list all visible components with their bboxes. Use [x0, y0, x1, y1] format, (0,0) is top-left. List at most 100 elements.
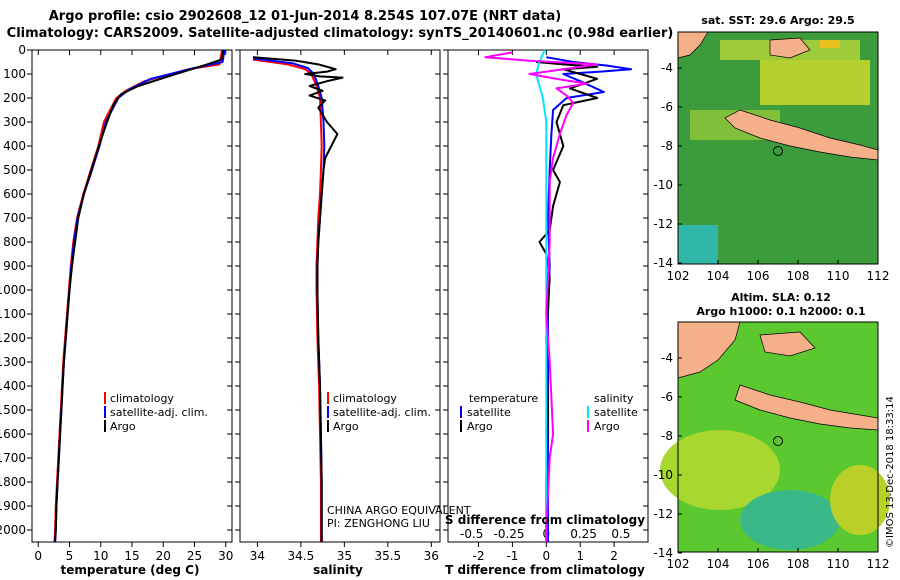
- s-tick-label: -0.5: [460, 527, 483, 541]
- map-y-tick-label: -8: [661, 139, 673, 153]
- sst-hot-spot: [820, 40, 840, 48]
- x-tick-label: 15: [124, 549, 139, 563]
- y-tick-label: 1800: [0, 475, 26, 489]
- y-tick-label: 300: [3, 115, 26, 129]
- s-tick-label: -0.25: [493, 527, 524, 541]
- sst-map-frame: [677, 31, 879, 265]
- diff-legend-s-satellite-label: satellite: [594, 406, 638, 419]
- y-tick-label: 1000: [0, 283, 26, 297]
- sal-legend-climatology-label: climatology: [333, 392, 397, 405]
- x-tick-label: 0: [542, 549, 550, 563]
- temperature-plot-frame: [31, 49, 233, 543]
- map-y-tick-label: -12: [653, 507, 673, 521]
- map-x-tick-label: 102: [667, 269, 690, 283]
- x-tick-label: 25: [187, 549, 202, 563]
- y-tick-label: 2000: [0, 523, 26, 537]
- y-tick-label: 800: [3, 235, 26, 249]
- temperature-xlabel: temperature (deg C): [61, 563, 200, 577]
- series-line-s-satellite: [535, 49, 548, 542]
- series-line-climatology: [252, 58, 323, 542]
- y-tick-label: 1100: [0, 307, 26, 321]
- series-line-climatology: [53, 49, 223, 543]
- x-tick-label: -1: [506, 549, 518, 563]
- map-x-tick-label: 112: [867, 269, 890, 283]
- s-tick-label: 0.25: [570, 527, 597, 541]
- sla-map: Altim. SLA: 0.12 Argo h1000: 0.1 h2000: …: [653, 291, 890, 571]
- map-y-tick-label: -12: [653, 217, 673, 231]
- difference-legend: temperature satellite Argo salinity sate…: [460, 392, 638, 433]
- sal-legend-argo-label: Argo: [333, 420, 359, 433]
- imos-credit: ©IMOS 13-Dec-2018 18:33:14: [885, 396, 896, 548]
- map-y-tick-label: -4: [661, 351, 673, 365]
- x-tick-label: 2: [610, 549, 618, 563]
- map-x-tick-label: 108: [787, 269, 810, 283]
- diff-legend-salinity-title: salinity: [594, 392, 634, 405]
- map-x-tick-label: 110: [827, 557, 850, 571]
- y-tick-label: 1500: [0, 403, 26, 417]
- map-x-tick-label: 102: [667, 557, 690, 571]
- x-tick-label: 36: [424, 549, 439, 563]
- map-y-tick-label: -6: [661, 390, 673, 404]
- map-x-tick-label: 108: [787, 557, 810, 571]
- legend-climatology-label: climatology: [110, 392, 174, 405]
- sla-east-high: [830, 465, 890, 535]
- legend-satellite-label: satellite-adj. clim.: [110, 406, 208, 419]
- x-tick-label: 34.5: [288, 549, 315, 563]
- map-x-tick-label: 106: [747, 269, 770, 283]
- sst-cool-corner: [678, 225, 718, 264]
- sla-land-island: [759, 331, 816, 357]
- y-tick-label: 900: [3, 259, 26, 273]
- legend-argo-label: Argo: [110, 420, 136, 433]
- y-tick-label: 700: [3, 211, 26, 225]
- y-tick-label: 100: [3, 67, 26, 81]
- series-line-t-argo: [536, 61, 599, 542]
- header-line2: Climatology: CARS2009. Satellite-adjuste…: [7, 26, 674, 41]
- temperature-panel: 0100200300400500600700800900100011001200…: [0, 43, 233, 563]
- map-y-tick-label: -10: [653, 178, 673, 192]
- salinity-legend: climatology satellite-adj. clim. Argo: [327, 392, 431, 433]
- y-tick-label: 0: [18, 43, 26, 57]
- diff-legend-t-argo-label: Argo: [467, 420, 493, 433]
- diff-legend-temperature-title: temperature: [469, 392, 538, 405]
- x-tick-label: 35.5: [374, 549, 401, 563]
- y-tick-label: 600: [3, 187, 26, 201]
- map-x-tick-label: 112: [867, 557, 890, 571]
- temperature-legend: climatology satellite-adj. clim. Argo: [104, 392, 208, 433]
- map-x-tick-label: 104: [707, 269, 730, 283]
- y-tick-label: 1600: [0, 427, 26, 441]
- difference-xlabel: T difference from climatology: [445, 563, 645, 577]
- y-tick-label: 200: [3, 91, 26, 105]
- map-y-tick-label: -4: [661, 61, 673, 75]
- sla-map-title-1: Altim. SLA: 0.12: [731, 291, 831, 304]
- sla-map-frame: [677, 321, 879, 553]
- x-tick-label: 35: [337, 549, 352, 563]
- sst-map-title: sat. SST: 29.6 Argo: 29.5: [701, 14, 854, 27]
- x-tick-label: 34: [250, 549, 265, 563]
- sla-low-anomaly: [740, 490, 840, 550]
- x-tick-label: 0: [34, 549, 42, 563]
- sst-argo-location-marker: [773, 146, 783, 156]
- sal-legend-satellite-label: satellite-adj. clim.: [333, 406, 431, 419]
- sla-high-anomaly: [660, 430, 780, 510]
- y-tick-label: 1400: [0, 379, 26, 393]
- pi-institution: CHINA ARGO EQUIVALENT: [327, 504, 471, 517]
- s-tick-label: 0.5: [611, 527, 630, 541]
- salinity-xlabel: salinity: [313, 563, 363, 577]
- sst-land-island: [769, 37, 811, 59]
- x-tick-label: -2: [473, 549, 485, 563]
- y-tick-label: 1700: [0, 451, 26, 465]
- map-y-tick-label: -14: [653, 256, 673, 270]
- difference-panel: -2 -1 0 1 2-0.5 -0.25 0 0.25 0.5: [443, 49, 649, 563]
- series-line-satellite-adj-clim-: [54, 49, 226, 543]
- map-x-tick-label: 104: [707, 557, 730, 571]
- y-tick-label: 1900: [0, 499, 26, 513]
- y-tick-label: 1200: [0, 331, 26, 345]
- sst-map: sat. SST: 29.6 Argo: 29.5 102 104 106 108 11…: [653, 14, 889, 283]
- pi-name: PI: ZENGHONG LIU: [327, 517, 430, 530]
- series-line-argo: [54, 49, 225, 543]
- series-line-s-argo: [484, 51, 599, 542]
- y-tick-label: 400: [3, 139, 26, 153]
- x-tick-label: 30: [218, 549, 233, 563]
- y-tick-label: 500: [3, 163, 26, 177]
